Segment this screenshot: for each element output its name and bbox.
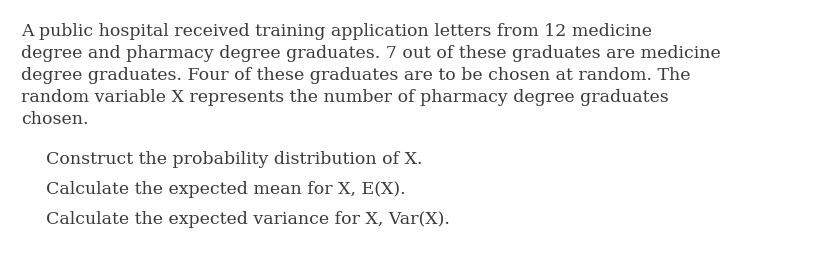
Text: Calculate the expected mean for X, E(X).: Calculate the expected mean for X, E(X). [46, 181, 405, 198]
Text: A public hospital received training application letters from 12 medicine: A public hospital received training appl… [21, 23, 651, 40]
Text: random variable X represents the number of pharmacy degree graduates: random variable X represents the number … [21, 89, 667, 106]
Text: chosen.: chosen. [21, 111, 88, 128]
Text: Calculate the expected variance for X, Var(X).: Calculate the expected variance for X, V… [46, 211, 449, 228]
Text: degree and pharmacy degree graduates. 7 out of these graduates are medicine: degree and pharmacy degree graduates. 7 … [21, 45, 720, 62]
Text: degree graduates. Four of these graduates are to be chosen at random. The: degree graduates. Four of these graduate… [21, 67, 690, 84]
Text: Construct the probability distribution of X.: Construct the probability distribution o… [46, 151, 421, 168]
